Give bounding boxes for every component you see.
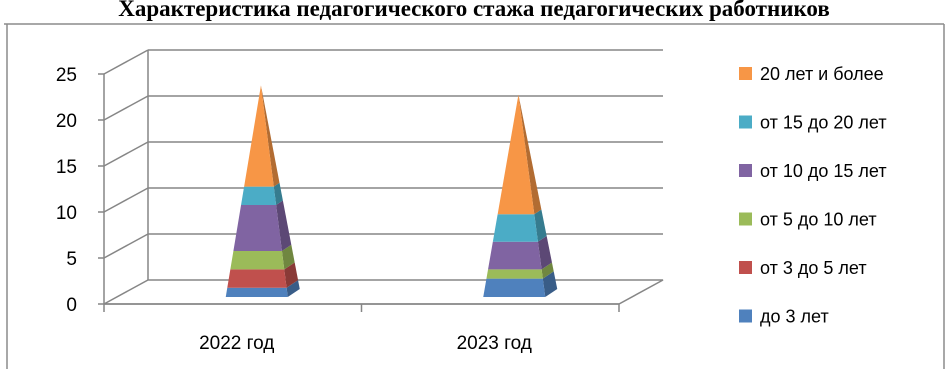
pyramid-segment	[241, 186, 277, 205]
legend-swatch	[739, 115, 752, 129]
gridline-side	[103, 95, 149, 121]
legend-label: от 3 до 5 лет	[760, 258, 867, 278]
legend-swatch	[739, 164, 752, 177]
pyramid-segment-side	[284, 262, 299, 288]
x-axis-ticks: 2022 год 2023 год	[103, 304, 620, 354]
pyramid-segment	[233, 205, 282, 251]
x-tick-label: 2023 год	[457, 333, 532, 354]
pyramid-segment	[225, 287, 288, 297]
pyramid-segment-side	[537, 235, 552, 270]
y-axis-ticks: 0 5 10 15 20 25	[56, 65, 104, 316]
chart-frame	[4, 23, 945, 369]
pyramid-segment-side	[534, 209, 547, 242]
chart-title: Характеристика педагогического стажа пед…	[118, 0, 830, 21]
legend-label: от 10 до 15 лет	[760, 161, 887, 181]
pyramid-segment	[227, 269, 287, 288]
pyramid-segment	[230, 251, 285, 270]
pyramid-segment-side	[286, 280, 300, 297]
gridlines	[103, 49, 663, 259]
x-tick-label: 2022 год	[199, 333, 274, 354]
pyramid-segment-side	[260, 85, 280, 187]
pyramid-segment	[483, 278, 546, 297]
pyramid-segment-side	[518, 94, 542, 215]
pyramid-segment-side	[276, 200, 292, 251]
y-tick-label: 0	[66, 295, 77, 316]
pyramids	[225, 85, 558, 297]
pyramid-segment	[497, 94, 535, 215]
pyramid-segment	[492, 214, 538, 242]
legend-label: до 3 лет	[760, 307, 829, 327]
legend-label: от 5 до 10 лет	[760, 210, 877, 230]
legend-swatch	[739, 261, 752, 274]
gridline-side	[103, 187, 149, 213]
y-tick-label: 25	[56, 65, 77, 86]
floor	[103, 279, 664, 305]
pyramid-segment	[486, 269, 543, 279]
pyramid-segment	[244, 85, 274, 187]
legend: 20 лет и более от 15 до 20 лет от 10 до 15…	[739, 64, 887, 327]
legend-swatch	[739, 212, 752, 226]
pyramid-segment-side	[273, 182, 283, 205]
y-tick-label: 10	[56, 203, 77, 224]
legend-swatch	[739, 309, 752, 323]
pyramid-segment-side	[281, 244, 295, 270]
y-tick-label: 5	[66, 249, 77, 270]
gridline-side	[103, 233, 149, 259]
y-tick-label: 20	[56, 111, 77, 132]
gridline-side	[103, 141, 149, 167]
pyramid-segment-side	[542, 271, 558, 297]
pyramid-segment	[488, 241, 542, 270]
legend-label: 20 лет и более	[760, 64, 884, 84]
legend-swatch	[739, 67, 752, 80]
y-tick-label: 15	[56, 157, 77, 178]
pyramid-segment-side	[541, 262, 554, 279]
gridline-side	[103, 49, 149, 75]
axes	[103, 50, 664, 305]
legend-label: от 15 до 20 лет	[760, 113, 887, 133]
